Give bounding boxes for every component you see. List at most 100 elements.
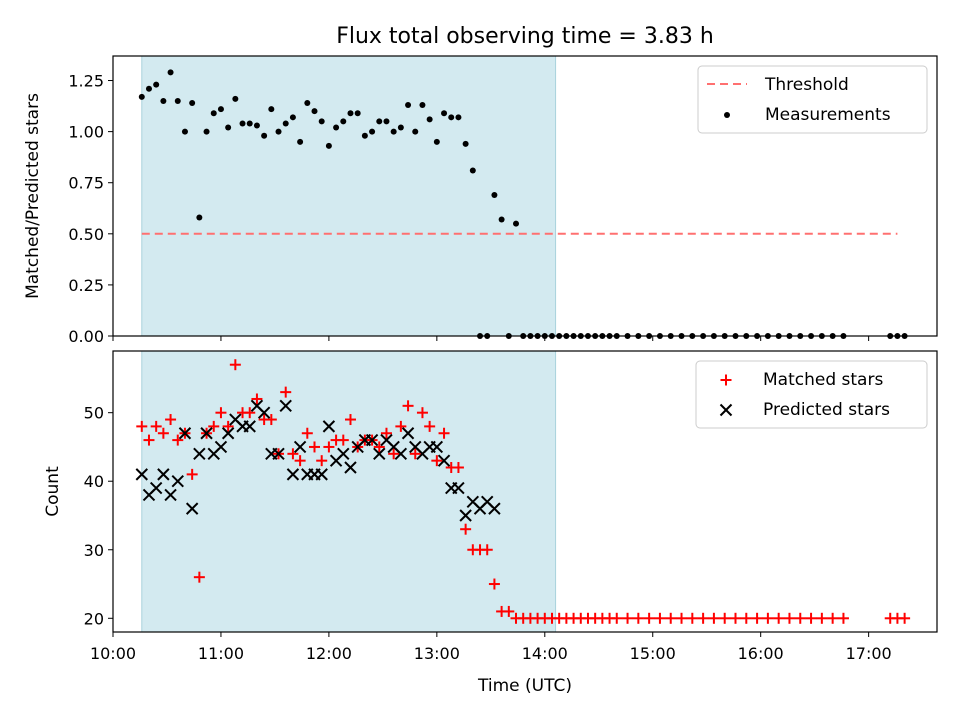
x-tick-label: 11:00 (198, 644, 244, 663)
measurement-point (203, 128, 210, 135)
predicted-star-marker (185, 502, 199, 515)
axes-frame-ratio (112, 55, 938, 337)
predicted-star-marker (488, 502, 501, 515)
measurement-point (246, 120, 253, 127)
x-axis-label: Time (UTC) (477, 676, 572, 696)
matched-star-marker (172, 434, 184, 446)
y-tick-label: 1.00 (68, 123, 104, 142)
matched-star-marker (488, 578, 500, 590)
measurement-point (369, 128, 376, 135)
chart-title: Flux total observing time = 3.83 h (336, 24, 714, 49)
matched-star-marker (643, 612, 655, 624)
matched-star-marker (837, 612, 849, 624)
legend-measurements-label: Measurements (765, 105, 891, 125)
predicted-star-marker (178, 427, 192, 440)
measurement-point (462, 140, 469, 147)
matched-star-marker (222, 420, 234, 432)
matched-star-marker (380, 427, 392, 439)
measurement-point (419, 102, 426, 109)
y-tick-label: 0.00 (68, 327, 104, 346)
predicted-star-marker (135, 468, 148, 481)
measurement-point (469, 167, 476, 174)
measurement-point (297, 138, 304, 145)
measurement-point (282, 120, 289, 127)
measurement-point (318, 118, 325, 125)
measurement-point (383, 118, 390, 125)
y-tick-label: 0.25 (68, 276, 104, 295)
x-tick-label: 15:00 (630, 644, 676, 663)
legend-plus-marker (720, 374, 732, 386)
predicted-star-marker (365, 433, 379, 447)
matched-star-marker (337, 434, 349, 446)
measurement-point (261, 132, 268, 139)
matched-star-marker (452, 462, 464, 474)
matched-star-marker (740, 612, 752, 624)
measurement-point (333, 124, 340, 131)
measurement-point (498, 216, 505, 223)
predicted-star-marker (149, 481, 163, 495)
measurement-point (361, 132, 368, 139)
predicted-star-marker (394, 447, 408, 461)
y-axis-label-ratio: Matched/Predicted stars (23, 93, 43, 299)
measurement-point (354, 110, 361, 117)
measurement-point (311, 108, 318, 115)
legend-ratio: Threshold Measurements (697, 65, 928, 134)
matched-star-marker (416, 407, 428, 419)
predicted-star-marker (286, 468, 300, 481)
matched-star-marker (244, 407, 256, 419)
measurement-point (196, 214, 203, 221)
matched-star-marker (388, 448, 400, 460)
matched-star-marker (193, 571, 205, 583)
matched-star-marker (622, 612, 634, 624)
predicted-star-marker (214, 440, 228, 454)
legend-measurements-swatch (724, 112, 730, 118)
x-tick-label: 14:00 (522, 644, 568, 663)
measurement-point (153, 81, 160, 88)
matched-star-marker (165, 414, 177, 426)
y-tick-label: 0.75 (68, 174, 104, 193)
matched-star-marker (373, 441, 385, 453)
matched-star-marker (309, 441, 321, 453)
matched-star-marker (431, 455, 443, 467)
legend-predicted-label: Predicted stars (763, 400, 890, 420)
predicted-star-marker (200, 427, 213, 440)
measurement-point (405, 102, 412, 109)
measurement-point (347, 110, 354, 117)
y-ticks-ratio: 0.00 0.25 0.50 0.75 1.00 1.25 (68, 72, 113, 346)
predicted-star-marker (171, 475, 184, 488)
y-tick-label: 20 (84, 609, 104, 628)
legend-matched-swatch (720, 374, 732, 386)
measurement-point (455, 114, 462, 121)
measurement-point (160, 97, 167, 104)
matched-star-marker (729, 612, 741, 624)
x-tick-label: 13:00 (414, 644, 460, 663)
y-axis-label-count: Count (43, 466, 63, 517)
measurement-point (390, 128, 397, 135)
matched-star-marker (460, 523, 472, 535)
x-tick-label: 12:00 (306, 644, 352, 663)
matched-star-marker (409, 448, 421, 460)
y-tick-label: 50 (84, 404, 104, 423)
predicted-star-marker (164, 488, 177, 502)
matched-star-marker (402, 400, 414, 412)
predicted-star-marker (257, 406, 271, 419)
matched-star-marker (503, 605, 515, 617)
observing-window-shade (141, 55, 557, 337)
measurement-point (325, 142, 332, 149)
predicted-star-marker (157, 468, 170, 481)
matched-star-marker (611, 612, 623, 624)
matched-star-marker (632, 612, 644, 624)
measurement-point (340, 118, 347, 125)
matched-star-marker (899, 612, 911, 624)
matched-star-marker (762, 612, 774, 624)
predicted-star-marker (279, 399, 292, 413)
matched-star-marker (794, 612, 806, 624)
panel-ratio: 0.00 0.25 0.50 0.75 1.00 1.25 Matched/Predict… (23, 55, 938, 346)
x-tick-label: 16:00 (738, 644, 784, 663)
y-ticks-count: 20 30 40 50 (84, 404, 113, 628)
y-tick-label: 30 (84, 541, 104, 560)
matched-star-marker (294, 455, 306, 467)
predicted-star-marker (437, 454, 451, 467)
measurement-point (181, 128, 188, 135)
